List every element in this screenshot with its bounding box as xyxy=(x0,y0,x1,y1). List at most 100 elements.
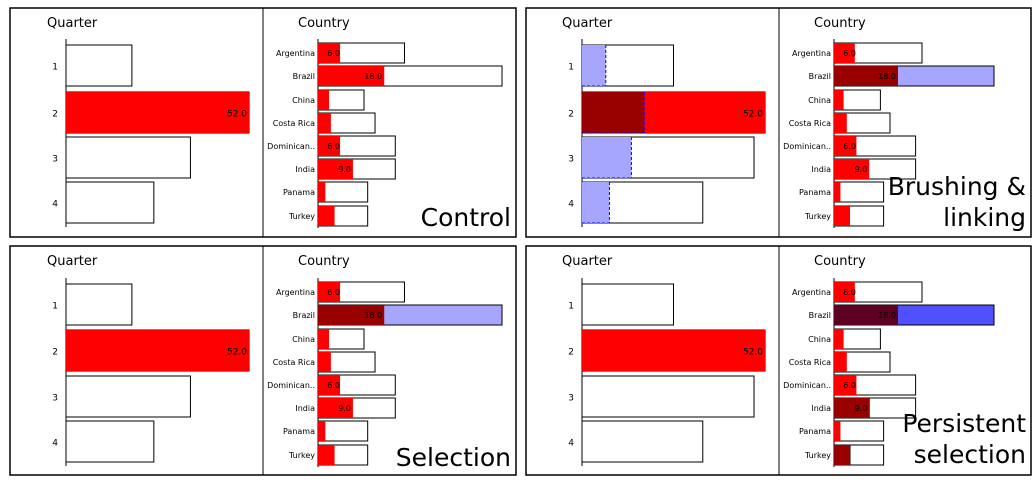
quarter-bar-brushed xyxy=(582,182,610,223)
quarter-tick-label: 1 xyxy=(568,302,574,312)
country-bar-highlight xyxy=(318,445,335,465)
country-tick-label: Dominican.. xyxy=(783,381,831,390)
country-value-label: 6.0 xyxy=(327,49,340,58)
country-chart-title: Country xyxy=(814,16,866,31)
quarter-bar xyxy=(581,283,674,326)
country-value-label: 6.0 xyxy=(327,142,340,151)
country-tick-label: Brazil xyxy=(293,72,315,81)
country-bar-highlight xyxy=(834,375,857,395)
country-bar-highlight xyxy=(834,113,847,133)
country-bar-highlight xyxy=(318,66,385,86)
country-bar-highlight xyxy=(318,136,341,156)
quarter-chart-title: Quarter xyxy=(47,16,98,31)
quarter-tick-label: 2 xyxy=(568,348,574,358)
country-tick-label: Dominican.. xyxy=(783,142,831,151)
quarter-tick-label: 4 xyxy=(52,200,58,210)
quarter-chart-title: Quarter xyxy=(562,16,613,31)
country-tick-label: Argentina xyxy=(792,49,831,58)
country-tick-label: Brazil xyxy=(809,311,831,320)
country-bar-highlight xyxy=(834,282,855,302)
country-bar-selected-overlap xyxy=(834,398,870,418)
country-bar-highlight xyxy=(834,206,850,226)
country-value-label: 18.0 xyxy=(364,72,382,81)
country-tick-label: China xyxy=(292,96,315,105)
country-tick-label: Costa Rica xyxy=(273,119,315,128)
country-bar-highlight xyxy=(318,421,326,441)
country-value-label: 6.0 xyxy=(327,381,340,390)
quarter-tick-label: 4 xyxy=(568,200,574,210)
condition-label: linking xyxy=(943,203,1026,232)
country-tick-label: Argentina xyxy=(276,288,315,297)
country-bar-highlight xyxy=(834,329,844,349)
country-tick-label: Argentina xyxy=(276,49,315,58)
country-tick-label: Turkey xyxy=(288,451,315,460)
quarter-chart-title: Quarter xyxy=(47,254,98,269)
quarter-bar-brushed xyxy=(582,45,606,86)
quarter-tick-label: 2 xyxy=(52,110,58,120)
country-bar-highlight xyxy=(834,136,857,156)
country-chart-title: Country xyxy=(298,254,350,269)
quarter-bar xyxy=(65,375,191,418)
country-bar-highlight xyxy=(318,352,331,372)
country-value-label: 9.0 xyxy=(338,404,351,413)
country-value-label: 6.0 xyxy=(843,381,856,390)
quarter-tick-label: 3 xyxy=(52,155,58,165)
country-tick-label: Brazil xyxy=(809,72,831,81)
country-tick-label: China xyxy=(808,96,831,105)
country-bar-highlight xyxy=(318,398,353,418)
country-bar-highlight xyxy=(318,90,330,110)
country-value-label: 6.0 xyxy=(843,49,856,58)
country-value-label: 18.0 xyxy=(878,72,896,81)
quarter-chart-title: Quarter xyxy=(562,254,613,269)
quarter-bar xyxy=(65,420,155,463)
country-bar-highlight xyxy=(834,90,844,110)
quarter-bar xyxy=(581,375,755,418)
country-tick-label: Panama xyxy=(283,188,315,197)
condition-label: Selection xyxy=(396,443,511,472)
quarter-bar xyxy=(581,420,704,463)
country-bar-highlight xyxy=(834,352,847,372)
quarter-bar xyxy=(65,283,133,326)
quarter-bar-highlight xyxy=(66,92,249,133)
quarter-tick-label: 1 xyxy=(52,302,58,312)
country-value-label: 9.0 xyxy=(854,165,867,174)
country-bar-selected-overlap xyxy=(834,305,898,325)
quarter-tick-label: 2 xyxy=(568,110,574,120)
country-tick-label: Turkey xyxy=(288,212,315,221)
quarter-bar-highlight xyxy=(66,330,249,371)
country-tick-label: India xyxy=(811,165,831,174)
quarter-bar-brushed xyxy=(582,92,645,133)
country-tick-label: Costa Rica xyxy=(789,119,831,128)
country-value-label: 18.0 xyxy=(878,311,896,320)
country-value-label: 9.0 xyxy=(338,165,351,174)
quarter-bar-highlight xyxy=(582,330,765,371)
country-bar-selected-overlap xyxy=(834,445,850,465)
quarter-tick-label: 4 xyxy=(52,439,58,449)
country-bar-selected-overlap xyxy=(318,305,385,325)
country-value-label: 6.0 xyxy=(843,288,856,297)
quarter-tick-label: 3 xyxy=(52,394,58,404)
quarter-tick-label: 4 xyxy=(568,439,574,449)
quarter-tick-label: 1 xyxy=(52,63,58,73)
country-value-label: 18.0 xyxy=(364,311,382,320)
country-bar xyxy=(317,181,369,203)
country-tick-label: Argentina xyxy=(792,288,831,297)
country-bar-highlight xyxy=(318,282,341,302)
country-bar-highlight xyxy=(834,182,841,202)
country-tick-label: Costa Rica xyxy=(789,358,831,367)
country-value-label: 9.0 xyxy=(854,404,867,413)
panel-2: Quarter Country 1 2 52.0 3 4 Argentina 6.0 Brazil… xyxy=(525,7,1032,238)
country-tick-label: Turkey xyxy=(804,212,831,221)
country-bar-highlight xyxy=(318,182,326,202)
quarter-bar-brushed xyxy=(582,137,632,178)
condition-label: Control xyxy=(421,203,511,232)
country-chart-title: Country xyxy=(298,16,350,31)
country-tick-label: China xyxy=(808,335,831,344)
quarter-value-label: 52.0 xyxy=(743,348,763,358)
country-tick-label: Brazil xyxy=(293,311,315,320)
quarter-tick-label: 2 xyxy=(52,348,58,358)
quarter-tick-label: 1 xyxy=(568,63,574,73)
quarter-tick-label: 3 xyxy=(568,155,574,165)
